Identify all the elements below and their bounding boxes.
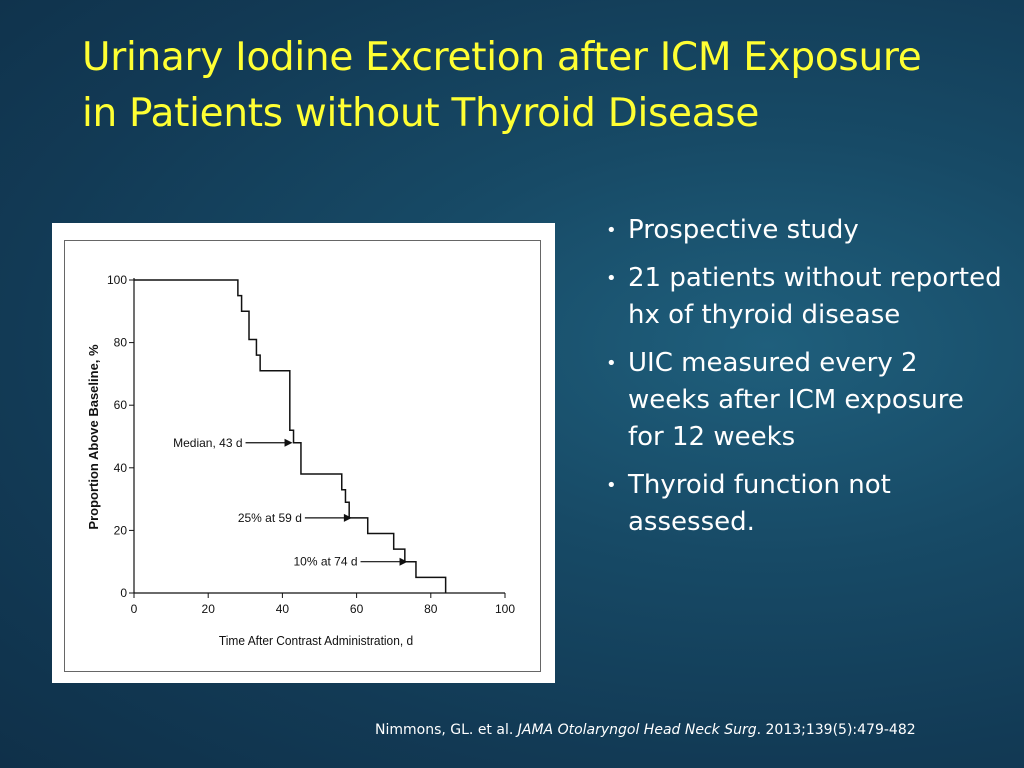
x-tick-label: 80 bbox=[424, 602, 438, 616]
kaplan-meier-chart: 0 20 40 60 80 100 0 20 40 60 80 100 Median, 43 d 25%… bbox=[86, 273, 515, 649]
bullet-item: • Thyroid function not assessed. bbox=[604, 467, 1004, 541]
x-tick-label: 60 bbox=[350, 602, 364, 616]
bullet-dot-icon: • bbox=[606, 353, 617, 374]
citation-authors: Nimmons, GL. et al. bbox=[375, 722, 514, 738]
bullet-text: Prospective study bbox=[628, 215, 859, 245]
slide-title: Urinary Iodine Excretion after ICM Expos… bbox=[82, 35, 922, 136]
bullet-text: Thyroid function not assessed. bbox=[628, 470, 891, 537]
x-tick-label: 100 bbox=[495, 602, 515, 616]
y-tick-label: 100 bbox=[107, 273, 127, 287]
figure-panel: 0 20 40 60 80 100 0 20 40 60 80 100 Median, 43 d 25%… bbox=[52, 223, 555, 683]
bullet-list: • Prospective study • 21 patients without … bbox=[604, 212, 1004, 552]
annotation-arrowhead bbox=[284, 438, 293, 447]
chart-annotation-layer: Median, 43 d 25% at 59 d 10% at 74 d bbox=[173, 436, 408, 569]
bullet-item: • 21 patients without reported hx of thyr… bbox=[604, 260, 1004, 334]
bullet-text: 21 patients without reported hx of thyro… bbox=[628, 263, 1002, 330]
citation-details: . 2013;139(5):479-482 bbox=[756, 722, 916, 738]
survival-step-line bbox=[134, 279, 447, 593]
y-tick-label: 0 bbox=[120, 586, 127, 600]
annotation-arrowhead bbox=[343, 513, 352, 522]
y-tick-label: 60 bbox=[114, 398, 128, 412]
bullet-text: UIC measured every 2 weeks after ICM exp… bbox=[628, 348, 964, 452]
y-tick-label: 40 bbox=[114, 461, 128, 475]
annotation-label: Median, 43 d bbox=[173, 436, 242, 450]
x-axis-label: Time After Contrast Administration, d bbox=[219, 634, 413, 649]
y-axis-label: Proportion Above Baseline, % bbox=[86, 344, 101, 530]
bullet-item: • Prospective study bbox=[604, 212, 1004, 249]
bullet-dot-icon: • bbox=[606, 268, 617, 289]
bullet-item: • UIC measured every 2 weeks after ICM ex… bbox=[604, 345, 1004, 456]
bullet-dot-icon: • bbox=[606, 475, 617, 496]
chart-axes: 0 20 40 60 80 100 0 20 40 60 80 100 bbox=[107, 273, 515, 616]
annotation-label: 25% at 59 d bbox=[238, 511, 302, 525]
y-tick-label: 20 bbox=[114, 523, 128, 537]
x-tick-label: 40 bbox=[276, 602, 290, 616]
y-tick-label: 80 bbox=[114, 336, 128, 350]
annotation-label: 10% at 74 d bbox=[293, 555, 357, 569]
chart-series-layer bbox=[134, 279, 447, 593]
x-tick-label: 20 bbox=[202, 602, 216, 616]
citation-journal: JAMA Otolaryngol Head Neck Surg bbox=[517, 722, 757, 738]
bullet-dot-icon: • bbox=[606, 220, 617, 241]
annotation-arrowhead bbox=[399, 557, 408, 566]
x-tick-label: 0 bbox=[131, 602, 138, 616]
figure-frame bbox=[64, 240, 541, 672]
citation: Nimmons, GL. et al. JAMA Otolaryngol Hea… bbox=[375, 722, 916, 738]
